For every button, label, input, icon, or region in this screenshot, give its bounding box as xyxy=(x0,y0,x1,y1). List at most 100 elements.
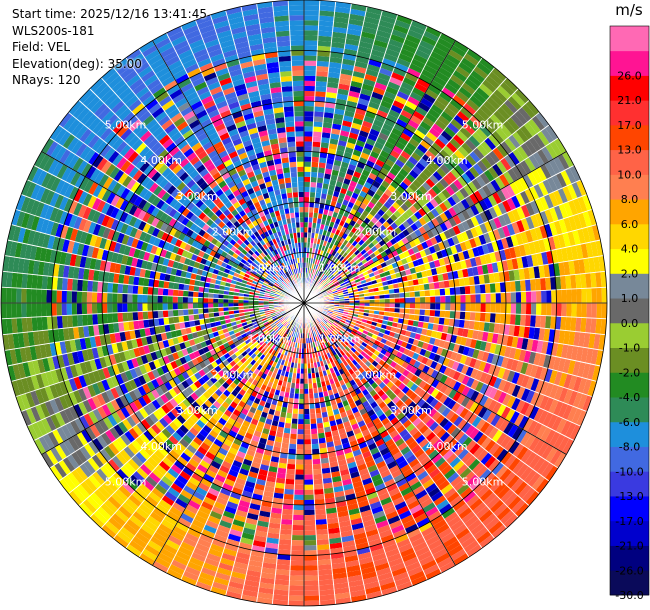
velocity-gate xyxy=(304,474,313,479)
velocity-gate xyxy=(304,485,314,490)
velocity-gate xyxy=(304,101,315,106)
velocity-gate xyxy=(475,294,480,303)
velocity-gate xyxy=(470,312,476,321)
velocity-gate xyxy=(481,303,486,313)
velocity-gate xyxy=(304,162,311,167)
velocity-gate xyxy=(516,303,521,314)
velocity-gate xyxy=(293,500,304,505)
velocity-gate xyxy=(485,283,491,293)
velocity-gate xyxy=(304,419,310,424)
velocity-gate xyxy=(280,529,292,535)
velocity-gate xyxy=(304,555,317,560)
velocity-gate xyxy=(304,434,311,439)
velocity-gate xyxy=(290,565,304,570)
velocity-gate xyxy=(304,182,310,187)
velocity-gate xyxy=(445,310,451,318)
velocity-gate xyxy=(597,287,602,303)
velocity-gate xyxy=(311,167,318,173)
velocity-gate xyxy=(491,293,496,303)
velocity-gate xyxy=(312,137,321,143)
velocity-gate xyxy=(314,111,324,117)
velocity-gate xyxy=(316,61,329,67)
velocity-gate xyxy=(435,289,441,296)
velocity-gate xyxy=(556,290,561,303)
velocity-gate xyxy=(385,303,390,307)
velocity-gate xyxy=(304,469,313,474)
velocity-gate xyxy=(284,489,294,495)
velocity-gate xyxy=(282,509,293,515)
velocity-gate xyxy=(405,297,410,303)
velocity-gate xyxy=(291,419,298,425)
velocity-gate xyxy=(304,495,314,500)
velocity-gate xyxy=(561,303,566,317)
velocity-gate xyxy=(414,309,420,315)
velocity-gate xyxy=(304,202,309,207)
velocity-gate xyxy=(520,280,526,292)
velocity-gate xyxy=(581,288,586,303)
velocity-gate xyxy=(304,10,319,15)
velocity-gate xyxy=(304,596,320,601)
velocity-gate xyxy=(439,317,445,325)
velocity-gate xyxy=(315,91,326,97)
velocity-gate xyxy=(455,303,460,311)
velocity-gate xyxy=(586,288,591,303)
velocity-gate xyxy=(435,310,441,317)
velocity-gate xyxy=(511,292,516,303)
velocity-gate xyxy=(304,585,319,590)
velocity-gate xyxy=(304,5,320,10)
velocity-gate xyxy=(288,596,304,601)
velocity-gate xyxy=(313,126,322,132)
velocity-gate xyxy=(298,419,304,424)
velocity-gate xyxy=(316,76,328,82)
velocity-gate xyxy=(536,303,541,315)
velocity-gate xyxy=(304,25,319,30)
velocity-gate xyxy=(304,96,315,101)
velocity-gate xyxy=(470,303,475,312)
velocity-gate xyxy=(551,303,556,316)
velocity-gate xyxy=(460,303,465,311)
velocity-gate xyxy=(304,136,313,141)
velocity-gate xyxy=(444,280,450,288)
velocity-gate xyxy=(460,295,465,303)
velocity-gate xyxy=(304,35,318,40)
velocity-gate xyxy=(292,530,304,535)
velocity-gate xyxy=(304,530,316,535)
velocity-gate xyxy=(310,413,316,419)
velocity-gate xyxy=(304,40,318,45)
velocity-gate xyxy=(486,303,491,313)
velocity-gate xyxy=(445,295,450,303)
velocity-gate xyxy=(475,303,480,312)
velocity-gate xyxy=(435,296,440,303)
velocity-gate xyxy=(286,474,295,480)
velocity-gate xyxy=(296,449,304,454)
velocity-gate xyxy=(425,303,430,310)
velocity-gate xyxy=(597,303,602,319)
velocity-gate xyxy=(304,15,319,20)
velocity-gate xyxy=(304,601,320,606)
velocity-gate xyxy=(311,172,318,178)
velocity-gate xyxy=(313,479,323,485)
velocity-gate xyxy=(290,570,304,575)
velocity-gate xyxy=(294,490,304,495)
velocity-gate xyxy=(315,514,327,520)
velocity-gate xyxy=(511,303,516,314)
velocity-gate xyxy=(294,495,304,500)
velocity-gate xyxy=(510,314,516,325)
velocity-gate xyxy=(287,459,296,465)
velocity-gate xyxy=(480,284,486,294)
velocity-gate xyxy=(304,91,315,96)
velocity-gate xyxy=(293,515,304,520)
velocity-gate xyxy=(602,287,607,303)
velocity-gate xyxy=(304,520,316,525)
velocity-gate xyxy=(304,384,308,389)
velocity-gate xyxy=(304,217,308,222)
velocity-gate xyxy=(450,295,455,303)
velocity-gate xyxy=(289,439,297,445)
velocity-gate xyxy=(390,298,395,303)
velocity-gate xyxy=(465,303,470,312)
velocity-gate xyxy=(390,303,395,308)
velocity-gate xyxy=(495,282,501,293)
velocity-gate xyxy=(475,312,481,321)
velocity-gate xyxy=(295,469,304,474)
